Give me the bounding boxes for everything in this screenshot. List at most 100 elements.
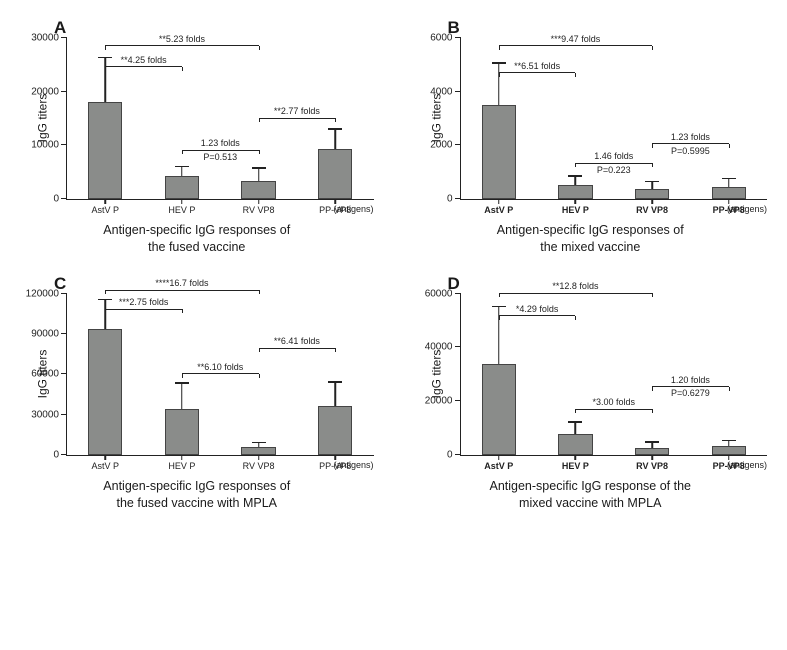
bar: [482, 364, 516, 455]
comparison-line: [575, 409, 652, 410]
panel-caption: Antigen-specific IgG responses ofthe fus…: [10, 478, 384, 512]
comparison-tick: [499, 73, 500, 77]
error-bar: [181, 384, 183, 409]
comparison-label: **6.10 folds: [197, 362, 243, 372]
x-tick: [181, 199, 183, 204]
comparison-tick: [182, 374, 183, 378]
x-tick-label: HEV P: [168, 205, 195, 215]
comparison-line: [652, 143, 729, 144]
error-cap: [252, 442, 266, 444]
comparison-label: *3.00 folds: [592, 397, 635, 407]
comparison-tick: [575, 316, 576, 320]
comparison-line: [105, 309, 182, 310]
comparison-tick: [259, 118, 260, 122]
error-bar: [258, 443, 260, 447]
x-tick: [651, 455, 653, 460]
bar: [241, 181, 275, 199]
error-cap: [98, 299, 112, 301]
comparison-line: [499, 72, 576, 73]
y-tick-label: 30000: [31, 409, 59, 420]
bar-wrap: AstV P: [78, 294, 133, 455]
y-tick-label: 90000: [31, 329, 59, 340]
comparison-line: [182, 150, 259, 151]
comparison-label: 1.23 folds: [201, 138, 240, 148]
comparison-label: **12.8 folds: [552, 281, 598, 291]
comparison-line: [499, 293, 652, 294]
comparison-line: [575, 163, 652, 164]
y-tick-label: 10000: [31, 140, 59, 151]
x-tick: [105, 199, 107, 204]
comparison-label: **5.23 folds: [159, 34, 205, 44]
chart-area: IgG titers0200004000060000AstV PHEV PRV …: [460, 274, 768, 474]
bar-wrap: PP-VP8: [308, 294, 363, 455]
bar: [241, 447, 275, 455]
y-tick-label: 30000: [31, 33, 59, 44]
panel-grid: AIgG titers0100002000030000AstV PHEV PRV…: [10, 10, 777, 512]
comparison-tick: [259, 150, 260, 154]
error-bar: [575, 177, 577, 185]
plot-region: 0100002000030000AstV PHEV PRV VP8PP-VP8*…: [66, 38, 374, 200]
comparison-sublabel: P=0.6279: [671, 388, 710, 398]
bar: [558, 185, 592, 199]
chart-area: IgG titers0100002000030000AstV PHEV PRV …: [66, 18, 374, 218]
x-tick-label: HEV P: [168, 461, 195, 471]
comparison-label: **6.41 folds: [274, 336, 320, 346]
comparison-line: [652, 386, 729, 387]
comparison-tick: [259, 290, 260, 294]
comparison-tick: [105, 309, 106, 313]
comparison-label: 1.46 folds: [594, 151, 633, 161]
comparison-label: **4.25 folds: [121, 55, 167, 65]
comparison-line: [105, 290, 258, 291]
error-cap: [722, 440, 736, 442]
comparison-line: [105, 66, 182, 67]
comparison-line: [105, 45, 258, 46]
error-bar: [258, 169, 260, 181]
y-tick-label: 0: [53, 449, 59, 460]
error-bar: [498, 64, 500, 106]
y-tick-label: 0: [53, 194, 59, 205]
error-bar: [181, 167, 183, 176]
x-tick: [105, 455, 107, 460]
x-tick-label: RV VP8: [636, 461, 668, 471]
error-bar: [651, 443, 653, 448]
error-cap: [722, 178, 736, 180]
x-tick-label: AstV P: [92, 205, 120, 215]
comparison-sublabel: P=0.513: [203, 152, 237, 162]
antigens-note: (antigens): [727, 204, 767, 214]
comparison-tick: [259, 374, 260, 378]
comparison-tick: [575, 73, 576, 77]
bar: [165, 176, 199, 199]
caption-line: Antigen-specific IgG responses of: [404, 222, 778, 239]
bar-wrap: RV VP8: [624, 38, 679, 199]
y-tick-label: 20000: [31, 86, 59, 97]
chart-area: IgG titers0300006000090000120000AstV PHE…: [66, 274, 374, 474]
error-cap: [492, 62, 506, 64]
y-tick-label: 0: [447, 449, 453, 460]
bar: [88, 102, 122, 199]
comparison-tick: [182, 150, 183, 154]
y-axis-label: IgG titers: [35, 94, 49, 143]
error-bar: [334, 383, 336, 406]
caption-line: the mixed vaccine: [404, 239, 778, 256]
x-tick: [258, 199, 260, 204]
bar: [165, 409, 199, 455]
bars-container: AstV PHEV PRV VP8PP-VP8: [67, 38, 374, 199]
error-cap: [328, 128, 342, 130]
comparison-label: 1.20 folds: [671, 375, 710, 385]
error-cap: [568, 421, 582, 423]
error-bar: [575, 423, 577, 434]
comparison-line: [499, 315, 576, 316]
y-tick-label: 60000: [31, 369, 59, 380]
comparison-tick: [105, 46, 106, 50]
panel-caption: Antigen-specific IgG responses ofthe fus…: [10, 222, 384, 256]
comparison-tick: [652, 46, 653, 50]
error-cap: [98, 57, 112, 59]
bar: [318, 406, 352, 454]
comparison-line: [499, 45, 652, 46]
x-tick-label: AstV P: [484, 461, 513, 471]
x-tick: [181, 455, 183, 460]
comparison-tick: [575, 409, 576, 413]
error-bar: [728, 441, 730, 446]
bar: [635, 448, 669, 455]
comparison-tick: [259, 46, 260, 50]
